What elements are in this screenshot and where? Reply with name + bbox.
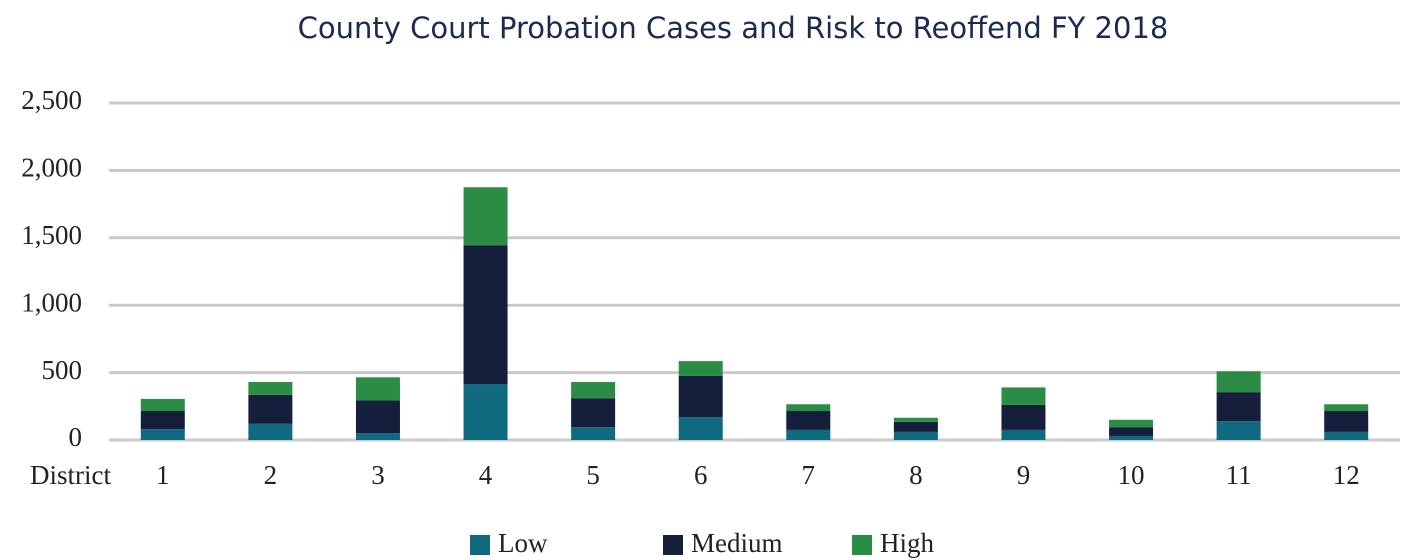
y-tick-label: 1,500: [21, 220, 82, 250]
bar-segment: [571, 427, 616, 440]
bar-segment: [893, 421, 938, 432]
x-axis-label: District: [30, 460, 111, 490]
bar-segment: [1001, 429, 1046, 440]
bar-segment: [1324, 411, 1369, 432]
bar-segment: [463, 245, 508, 385]
bar-segment: [786, 411, 831, 430]
bar-segment: [1001, 404, 1046, 430]
bar-segment: [1109, 427, 1154, 436]
bar-segment: [786, 429, 831, 440]
x-tick-label: 3: [371, 460, 385, 490]
legend-label: Low: [498, 528, 548, 558]
bar-segment: [140, 411, 185, 430]
x-tick-label: 7: [802, 460, 816, 490]
bar-segment: [893, 431, 938, 440]
bar-segment: [678, 417, 723, 440]
legend-label: High: [880, 528, 935, 558]
legend-swatch: [470, 535, 490, 555]
x-tick-label: 8: [909, 460, 923, 490]
bar-segment: [355, 377, 400, 401]
bar-segment: [1109, 435, 1154, 440]
bar-segment: [1216, 371, 1261, 393]
legend-swatch: [663, 535, 683, 555]
bar-segment: [1324, 431, 1369, 440]
bar-segment: [463, 187, 508, 246]
chart-title: County Court Probation Cases and Risk to…: [298, 11, 1169, 45]
bar-segment: [248, 423, 293, 440]
x-tick-label: 4: [479, 460, 493, 490]
x-tick-label: 5: [586, 460, 600, 490]
bar-segment: [355, 400, 400, 434]
bar-segment: [678, 375, 723, 418]
bar-segment: [893, 417, 938, 422]
bar-segment: [1216, 392, 1261, 422]
bar-segment: [140, 429, 185, 440]
y-tick-label: 0: [69, 422, 83, 452]
bar-segment: [1216, 421, 1261, 440]
legend-swatch: [852, 535, 872, 555]
x-tick-label: 2: [264, 460, 278, 490]
x-tick-label: 12: [1333, 460, 1360, 490]
x-tick-label: 6: [694, 460, 708, 490]
bar-segment: [678, 361, 723, 376]
y-tick-label: 500: [42, 355, 83, 385]
y-tick-label: 1,000: [21, 287, 82, 317]
x-tick-label: 10: [1118, 460, 1145, 490]
legend-label: Medium: [691, 528, 783, 558]
bar-segment: [463, 384, 508, 440]
x-tick-label: 11: [1226, 460, 1252, 490]
bar-segment: [1324, 404, 1369, 412]
bar-segment: [1001, 387, 1046, 405]
bar-segment: [140, 398, 185, 412]
bar-segment: [248, 394, 293, 424]
bar-segment: [248, 382, 293, 395]
x-tick-label: 1: [156, 460, 170, 490]
y-tick-label: 2,500: [21, 85, 82, 115]
bar-segment: [571, 398, 616, 428]
bar-segment: [355, 433, 400, 440]
y-tick-label: 2,000: [21, 153, 82, 183]
bar-segment: [1109, 419, 1154, 428]
x-tick-label: 9: [1017, 460, 1031, 490]
bar-segment: [786, 404, 831, 412]
bar-segment: [571, 382, 616, 399]
